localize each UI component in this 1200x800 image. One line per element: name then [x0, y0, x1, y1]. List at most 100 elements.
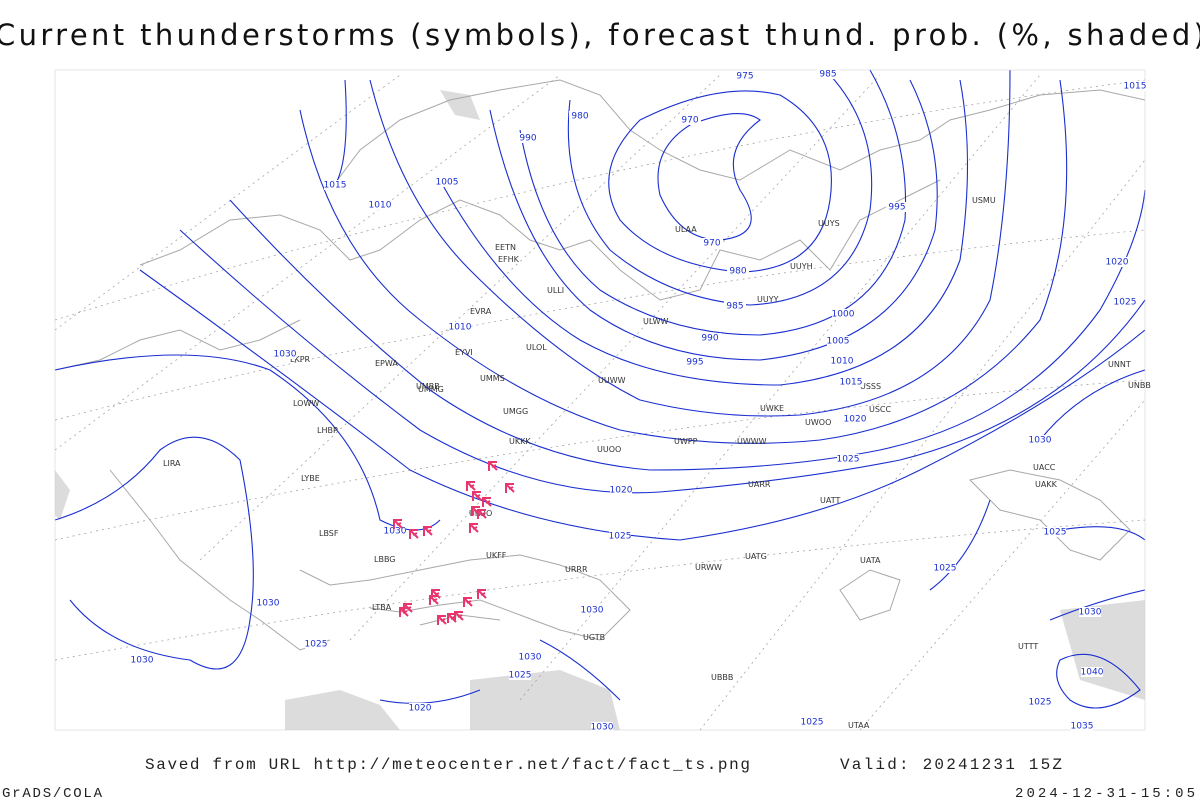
isobar-label-bg	[609, 531, 631, 541]
thunderstorm-symbol	[429, 595, 439, 605]
isobar-label-bg	[569, 111, 591, 121]
thunderstorm-symbol	[472, 491, 482, 501]
isobar-label: 1030	[519, 653, 542, 663]
thunderstorm-symbol	[437, 615, 447, 625]
isobar-label: 1025	[1114, 298, 1137, 308]
station-label: EPWA	[375, 359, 398, 368]
isobar-label-bg	[591, 722, 613, 732]
station-label: UTAA	[848, 721, 870, 730]
thunderstorm-symbol	[477, 589, 487, 599]
isobar-label: 990	[519, 134, 536, 144]
isobar-label-bg	[610, 485, 632, 495]
station-label: LKPR	[290, 355, 311, 364]
thunderstorm-symbol	[399, 607, 409, 617]
thunderstorm-symbol	[466, 481, 476, 491]
isobar-label-bg	[679, 115, 701, 125]
isobar-label-bg	[934, 563, 956, 573]
isobar-label: 1025	[305, 640, 328, 650]
isobar-label-bg	[449, 322, 471, 332]
station-label: ULAA	[675, 225, 697, 234]
thunderstorm-symbol	[505, 483, 515, 493]
isobar-label-bg	[1079, 607, 1101, 617]
thunderstorm-symbol	[482, 497, 492, 507]
isobar-label: 1030	[1079, 608, 1102, 618]
valid-time: Valid: 20241231 15Z	[840, 756, 1062, 774]
isobar-label: 1035	[1071, 722, 1094, 732]
isobar-label: 1020	[844, 415, 867, 425]
isobar-label-bg	[701, 238, 723, 248]
isobar-label: 1000	[832, 310, 855, 320]
station-label: USSS	[860, 382, 881, 391]
thunderstorm-symbol	[469, 523, 479, 533]
isobar-label: 975	[736, 72, 753, 82]
station-label: USMU	[972, 196, 996, 205]
station-label: UATA	[860, 556, 881, 565]
station-label: UATG	[745, 552, 767, 561]
isobar-label-bg	[131, 655, 153, 665]
isobar-label: 1020	[1106, 258, 1129, 268]
isobar-label-bg	[1029, 435, 1051, 445]
station-label: USCC	[869, 405, 892, 414]
isobar-label-bg	[384, 526, 406, 536]
isobar-label-bg	[844, 414, 866, 424]
isobar-label-bg	[1044, 527, 1066, 537]
station-label: UUYS	[818, 219, 840, 228]
isobar-label: 1025	[837, 455, 860, 465]
isobar-label-bg	[1071, 721, 1093, 731]
station-label: UACC	[1033, 463, 1056, 472]
isobar-label: 1030	[384, 527, 407, 537]
isobar-label-bg	[274, 349, 296, 359]
isobar-label-bg	[817, 69, 839, 79]
isobar-label: 980	[571, 112, 588, 122]
isobar-label-bg	[305, 639, 327, 649]
isobar-label-bg	[724, 301, 746, 311]
isobar-label: 1015	[324, 181, 347, 191]
station-label: UBBB	[711, 673, 733, 682]
thunderstorm-layer	[393, 461, 515, 625]
map-area: ULOLULLIUUYYUUYHULWWUUWWUUOOUKKKUKOOUKFF…	[54, 69, 1151, 733]
station-label: UWKE	[760, 404, 784, 413]
station-label: UWOO	[805, 418, 831, 427]
station-label: UUWW	[598, 376, 626, 385]
isobar-label: 985	[819, 70, 836, 80]
isobar-label-bg	[257, 598, 279, 608]
station-label: UWWW	[737, 437, 767, 446]
isobar-label: 1025	[1029, 698, 1052, 708]
station-label: LYBE	[301, 474, 320, 483]
station-label: UUOO	[597, 445, 621, 454]
station-label: UWPP	[674, 437, 698, 446]
graticule	[54, 74, 1146, 731]
isobar-label: 990	[701, 334, 718, 344]
isobar-label-bg	[886, 202, 908, 212]
station-layer: ULOLULLIUUYYUUYHULWWUUWWUUOOUKKKUKOOUKFF…	[163, 196, 1151, 730]
isobar-label-bg	[409, 703, 431, 713]
station-label: UUYH	[790, 262, 813, 271]
isobar-label-bg	[727, 266, 749, 276]
isobar-label-bg	[840, 377, 862, 387]
station-label: URRR	[565, 565, 588, 574]
thunderstorm-symbol	[463, 597, 473, 607]
isobar-label: 970	[681, 116, 698, 126]
thunderstorm-symbol	[454, 611, 464, 621]
isobar-label-bg	[1081, 667, 1103, 677]
isobar-label: 1010	[369, 201, 392, 211]
isobar-label-bg	[517, 133, 539, 143]
station-label: LTBA	[372, 603, 392, 612]
isobar-label-bg	[684, 357, 706, 367]
isobar-label: 1020	[610, 486, 633, 496]
isobar-label-bg	[1124, 81, 1146, 91]
isobar-label: 1015	[840, 378, 863, 388]
isobar-label-bg	[436, 177, 458, 187]
station-label: UNNT	[1108, 360, 1131, 369]
isobar-label-bg	[837, 454, 859, 464]
station-label: LBBG	[374, 555, 396, 564]
isobar-label-bg	[324, 180, 346, 190]
station-label: LHBP	[317, 426, 338, 435]
station-label: UUYY	[757, 295, 779, 304]
isobar-label: 1030	[1029, 436, 1052, 446]
isobar-label: 1005	[827, 337, 850, 347]
isobar-label-bg	[801, 717, 823, 727]
station-label: ULOL	[526, 343, 547, 352]
station-label: ULLI	[547, 286, 564, 295]
